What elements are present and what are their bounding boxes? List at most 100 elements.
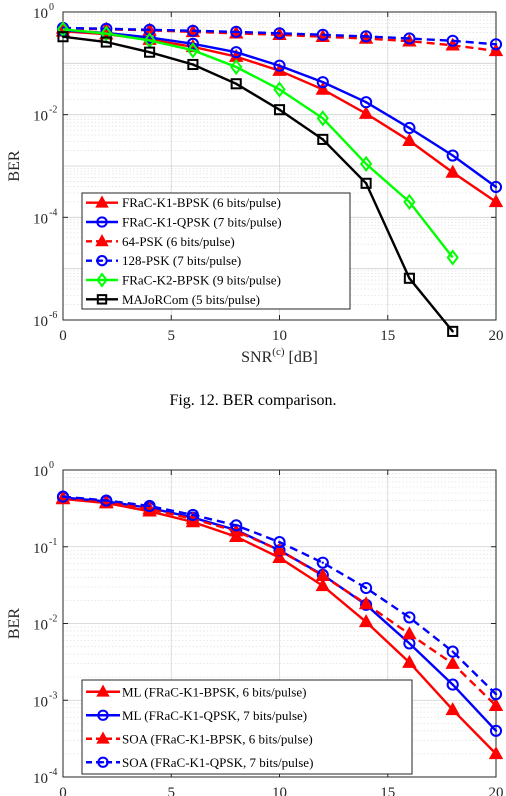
x-tick-label: 20 [489,328,504,344]
data-point [273,59,286,72]
data-point-dot [191,63,195,66]
data-point [359,155,373,173]
data-point-dot [364,100,368,104]
data-point [403,611,416,624]
y-tick-label: 10 [33,314,48,330]
y-tick-label: 10 [33,464,48,480]
y-tick-label: 10 [33,618,48,634]
data-point-dot [235,50,238,54]
data-point [230,46,243,59]
data-point-dot [408,642,411,645]
legend-label: SOA (FRaC-K1-QPSK, 7 bits/pulse) [122,755,313,770]
legend-box [81,192,351,310]
data-point [445,164,460,178]
x-tick-label: 10 [272,328,287,344]
data-point-dot [321,33,324,36]
series-line [62,28,454,259]
data-point-dot [235,82,238,85]
data-point [488,194,504,208]
data-point [360,581,373,595]
y-tick-label: 10 [33,109,48,125]
x-tick-label: 15 [380,328,395,344]
data-point-dot [408,616,411,619]
y-tick-label: 10 [33,771,48,787]
legend-marker [97,709,109,721]
data-point [315,567,330,581]
data-point [358,614,374,628]
y-tick-exponent: -6 [49,310,57,321]
data-point [272,549,287,563]
data-point [100,494,113,507]
data-point [447,325,459,337]
data-point [230,25,243,38]
data-point-dot [321,80,324,84]
data-point [446,249,459,266]
data-point-dot [105,40,108,44]
data-point [445,655,460,669]
data-point [186,24,199,37]
data-point [488,746,504,760]
legend-box [81,679,413,775]
data-point-dot [278,32,281,35]
data-point [57,31,69,43]
data-point-dot [494,185,498,189]
data-point [403,32,416,45]
y-tick-exponent: -4 [49,767,57,778]
data-point [273,104,286,116]
data-point-dot [408,277,411,280]
series-4 [56,21,459,266]
data-point [316,76,329,89]
data-point-dot [235,524,238,527]
legend-label: ML (FRaC-K1-BPSK, 6 bits/pulse) [122,684,306,699]
data-point-dot [451,650,454,653]
data-point [446,149,459,162]
data-point-dot [148,36,151,39]
series-3 [56,21,503,51]
data-point [445,702,460,716]
data-point [273,536,286,549]
data-point-dot [364,586,368,590]
y-tick-label: 10 [33,211,48,227]
data-point-dot [451,39,454,42]
legend-marker-dot [100,259,104,262]
data-point [403,272,415,284]
data-point [100,36,112,48]
data-point [272,542,287,556]
legend-label: ML (FRaC-K1-QPSK, 7 bits/pulse) [122,708,307,723]
legend: FRaC-K1-BPSK (6 bits/pulse) FRaC-K1-QPSK … [81,192,351,310]
data-point [489,38,503,51]
data-point-dot [494,692,498,696]
data-point [273,81,286,98]
data-point [186,37,199,50]
data-point-dot [148,50,151,54]
data-point-dot [148,28,151,32]
data-point-dot [235,30,238,34]
data-point [317,133,329,145]
data-point [446,678,459,691]
data-point-dot [278,64,281,67]
data-point-dot [494,43,498,46]
y-tick-exponent: -2 [49,614,57,625]
data-point-dot [61,495,65,498]
x-tick-label: 5 [168,785,176,796]
x-tick-label: 5 [168,328,176,344]
legend-marker [96,216,108,228]
data-point-dot [148,504,151,508]
legend-marker [96,684,110,697]
data-point [187,58,199,71]
legend-marker [96,294,108,305]
y-tick-exponent: -3 [49,690,57,701]
legend-marker [97,756,109,768]
data-point [315,81,330,95]
legend-marker [96,254,108,267]
legend-label: 128-PSK (7 bits/pulse) [122,253,241,268]
data-point [186,42,200,59]
data-point [230,78,242,90]
legend-marker-dot [100,298,104,301]
y-tick-exponent: -2 [49,105,57,116]
figure-caption-12: Fig. 12. BER comparison. [169,392,336,409]
data-point [360,96,373,109]
legend-marker [95,234,109,247]
